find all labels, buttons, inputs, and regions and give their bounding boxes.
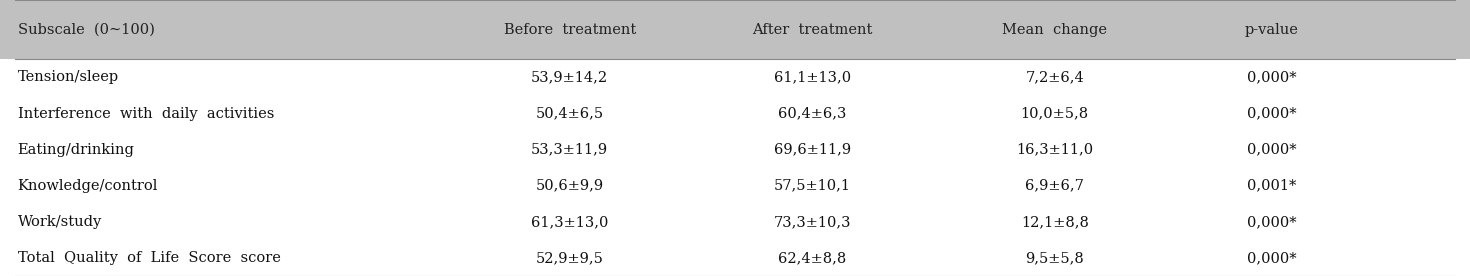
Text: 69,6±11,9: 69,6±11,9 bbox=[773, 143, 851, 156]
Text: 53,9±14,2: 53,9±14,2 bbox=[531, 70, 609, 84]
Text: Interference  with  daily  activities: Interference with daily activities bbox=[18, 107, 273, 121]
Text: 7,2±6,4: 7,2±6,4 bbox=[1026, 70, 1083, 84]
Text: 10,0±5,8: 10,0±5,8 bbox=[1020, 107, 1089, 121]
Text: 62,4±8,8: 62,4±8,8 bbox=[778, 251, 847, 265]
Text: 50,4±6,5: 50,4±6,5 bbox=[535, 107, 604, 121]
Text: 61,1±13,0: 61,1±13,0 bbox=[773, 70, 851, 84]
Text: Eating/drinking: Eating/drinking bbox=[18, 143, 135, 156]
Text: 53,3±11,9: 53,3±11,9 bbox=[531, 143, 609, 156]
Text: 60,4±6,3: 60,4±6,3 bbox=[778, 107, 847, 121]
Text: 0,000*: 0,000* bbox=[1247, 251, 1297, 265]
Text: Knowledge/control: Knowledge/control bbox=[18, 179, 157, 193]
Text: 50,6±9,9: 50,6±9,9 bbox=[535, 179, 604, 193]
Text: 0,000*: 0,000* bbox=[1247, 107, 1297, 121]
Text: Subscale  (0∼100): Subscale (0∼100) bbox=[18, 23, 154, 37]
Bar bbox=[0, 0, 1470, 59]
Text: 52,9±9,5: 52,9±9,5 bbox=[535, 251, 604, 265]
Text: Total  Quality  of  Life  Score  score: Total Quality of Life Score score bbox=[18, 251, 281, 265]
Text: Before  treatment: Before treatment bbox=[504, 23, 635, 37]
Text: 0,000*: 0,000* bbox=[1247, 143, 1297, 156]
Text: Work/study: Work/study bbox=[18, 215, 101, 229]
Text: 9,5±5,8: 9,5±5,8 bbox=[1026, 251, 1083, 265]
Text: 0,000*: 0,000* bbox=[1247, 215, 1297, 229]
Text: 16,3±11,0: 16,3±11,0 bbox=[1016, 143, 1094, 156]
Text: 0,000*: 0,000* bbox=[1247, 70, 1297, 84]
Text: 61,3±13,0: 61,3±13,0 bbox=[531, 215, 609, 229]
Text: Tension/sleep: Tension/sleep bbox=[18, 70, 119, 84]
Text: 12,1±8,8: 12,1±8,8 bbox=[1020, 215, 1089, 229]
Text: p-value: p-value bbox=[1245, 23, 1298, 37]
Text: After  treatment: After treatment bbox=[753, 23, 872, 37]
Text: 73,3±10,3: 73,3±10,3 bbox=[773, 215, 851, 229]
Text: 57,5±10,1: 57,5±10,1 bbox=[773, 179, 851, 193]
Text: Mean  change: Mean change bbox=[1003, 23, 1107, 37]
Text: 0,001*: 0,001* bbox=[1247, 179, 1297, 193]
Text: 6,9±6,7: 6,9±6,7 bbox=[1025, 179, 1085, 193]
